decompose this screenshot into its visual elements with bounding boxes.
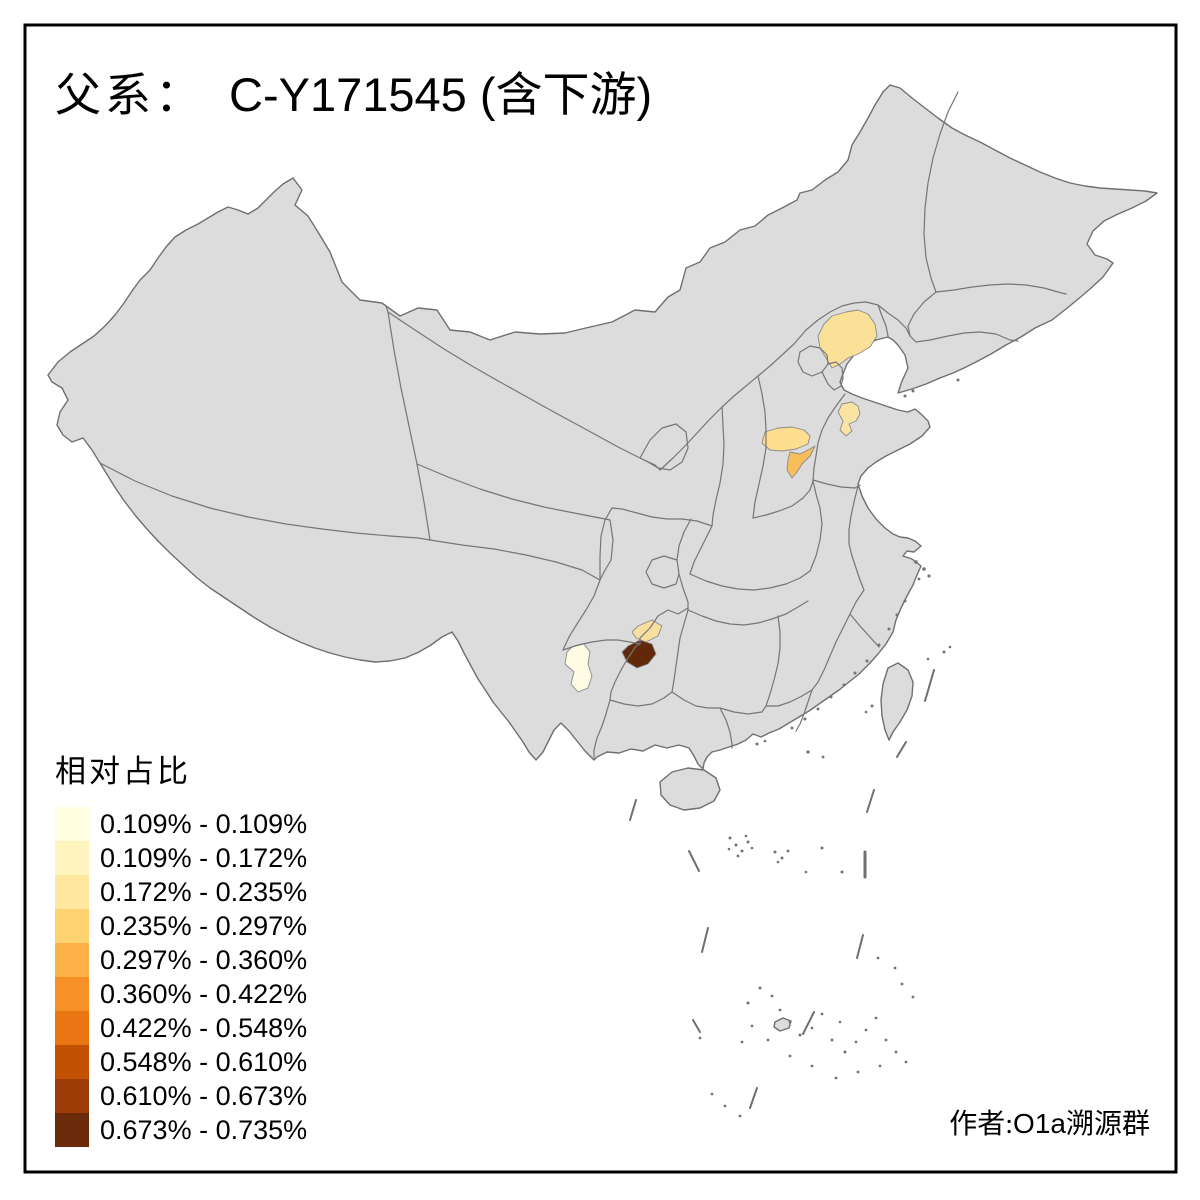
taiwan-island xyxy=(880,662,914,741)
legend-item: 0.610% - 0.673% xyxy=(55,1079,307,1113)
legend-swatch xyxy=(55,909,89,943)
page-title: 父系： C-Y171545 (含下游) xyxy=(55,56,652,125)
legend-item: 0.297% - 0.360% xyxy=(55,943,307,977)
nine-dash-line xyxy=(629,669,935,1109)
legend-item: 0.235% - 0.297% xyxy=(55,909,307,943)
legend-item: 0.109% - 0.109% xyxy=(55,807,307,841)
legend-label: 0.172% - 0.235% xyxy=(100,876,308,907)
highlight-region-yunnan xyxy=(564,643,593,693)
legend-swatch xyxy=(55,807,89,841)
highlight-region-south-hebei-small xyxy=(786,445,816,479)
legend-swatch xyxy=(55,1045,89,1079)
legend-item: 0.548% - 0.610% xyxy=(55,1045,307,1079)
map-frame xyxy=(23,23,1178,1174)
highlight-region-shandong xyxy=(837,401,861,437)
author-latin: O1a xyxy=(1013,1108,1066,1139)
legend-label: 0.297% - 0.360% xyxy=(100,944,308,975)
legend-swatch xyxy=(55,875,89,909)
legend-item: 0.422% - 0.548% xyxy=(55,1011,307,1045)
highlight-regions xyxy=(564,309,878,693)
highlight-region-north-hebei xyxy=(817,309,878,369)
legend: 相对占比 0.109% - 0.109% 0.109% - 0.172% 0.1… xyxy=(55,746,307,1147)
china-outline xyxy=(47,84,1158,770)
author-credit: 作者:O1a溯源群 xyxy=(949,1102,1150,1142)
legend-label: 0.610% - 0.673% xyxy=(100,1080,308,1111)
title-prefix: 父系： xyxy=(55,70,205,121)
legend-swatch xyxy=(55,1011,89,1045)
legend-label: 0.360% - 0.422% xyxy=(100,978,308,1009)
title-haplogroup: C-Y171545 (含下游) xyxy=(229,68,653,121)
legend-item: 0.109% - 0.172% xyxy=(55,841,307,875)
beijing-border xyxy=(797,345,829,377)
legend-swatch xyxy=(55,841,89,875)
author-suffix: 溯源群 xyxy=(1065,1109,1150,1140)
legend-title: 相对占比 xyxy=(55,754,191,789)
legend-label: 0.422% - 0.548% xyxy=(100,1012,308,1043)
china-landmass xyxy=(47,84,1158,1032)
legend-item: 0.673% - 0.735% xyxy=(55,1113,307,1147)
hainan-island xyxy=(659,767,721,811)
tianjin-border xyxy=(821,361,844,391)
legend-label: 0.548% - 0.610% xyxy=(100,1046,308,1077)
legend-swatch xyxy=(55,943,89,977)
south-sea-island xyxy=(773,1017,792,1032)
legend-label: 0.109% - 0.109% xyxy=(100,808,308,839)
legend-label: 0.235% - 0.297% xyxy=(100,910,308,941)
province-borders xyxy=(99,91,1067,759)
legend-swatch xyxy=(55,1113,89,1147)
legend-label: 0.673% - 0.735% xyxy=(100,1114,308,1145)
legend-swatch xyxy=(55,977,89,1011)
legend-swatch xyxy=(55,1079,89,1113)
legend-item: 0.360% - 0.422% xyxy=(55,977,307,1011)
legend-label: 0.109% - 0.172% xyxy=(100,842,308,873)
sea-islets xyxy=(698,378,960,1118)
author-prefix: 作者: xyxy=(949,1109,1014,1140)
highlight-region-south-hebei-large xyxy=(761,426,811,452)
legend-item: 0.172% - 0.235% xyxy=(55,875,307,909)
